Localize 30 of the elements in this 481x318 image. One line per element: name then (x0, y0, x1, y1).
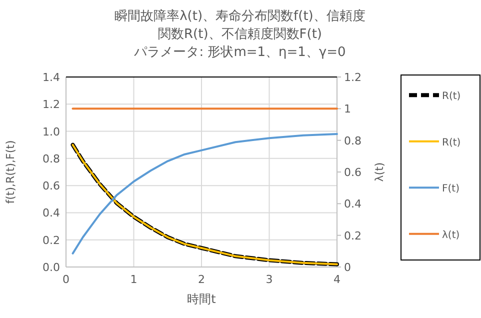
y-tick-label: 1.0 (42, 125, 60, 138)
x-tick-label: 1 (130, 273, 138, 286)
x-tick-label: 0 (62, 273, 70, 286)
y2-axis-title: λ(t) (373, 162, 386, 182)
x-tick-label: 2 (198, 273, 205, 286)
title: 瞬間故障率λ(t)、寿命分布関数f(t)、信頼度関数R(t)、不信頼度関数F(t) (114, 9, 366, 42)
y-axis-title: f(t),R(t),F(t) (4, 140, 17, 204)
legend-label: R(t) (442, 91, 461, 102)
y2-tick-label: 1 (344, 102, 351, 116)
legend-label: F(t) (442, 184, 460, 195)
y2-tick-label: 0 (344, 261, 351, 274)
y-tick-label: 0.8 (42, 152, 60, 166)
x-tick-label: 3 (266, 273, 273, 286)
legend-label: λ(t) (442, 230, 460, 241)
y-tick-label: 1.4 (42, 71, 60, 84)
y-tick-label: 0.4 (42, 206, 60, 220)
y2-tick-label: 1.2 (344, 71, 362, 84)
y-tick-label: 0.0 (42, 261, 60, 274)
y-tick-label: 1.2 (42, 98, 60, 112)
y-tick-label: 0.6 (42, 180, 60, 193)
y2-tick-label: 0.6 (344, 166, 362, 179)
y2-tick-label: 0.4 (344, 198, 362, 211)
x-tick-label: 4 (334, 273, 340, 286)
x-axis-title: 時間t (187, 292, 216, 306)
chart-subtitle: パラメータ: 形状m=1、η=1、γ=0 (133, 45, 346, 60)
y2-tick-label: 0.2 (344, 229, 362, 242)
legend-label: R(t) (442, 137, 461, 148)
line-series (72, 133, 338, 254)
y-tick-label: 0.2 (42, 234, 60, 247)
y2-tick-label: 0.8 (344, 134, 362, 148)
